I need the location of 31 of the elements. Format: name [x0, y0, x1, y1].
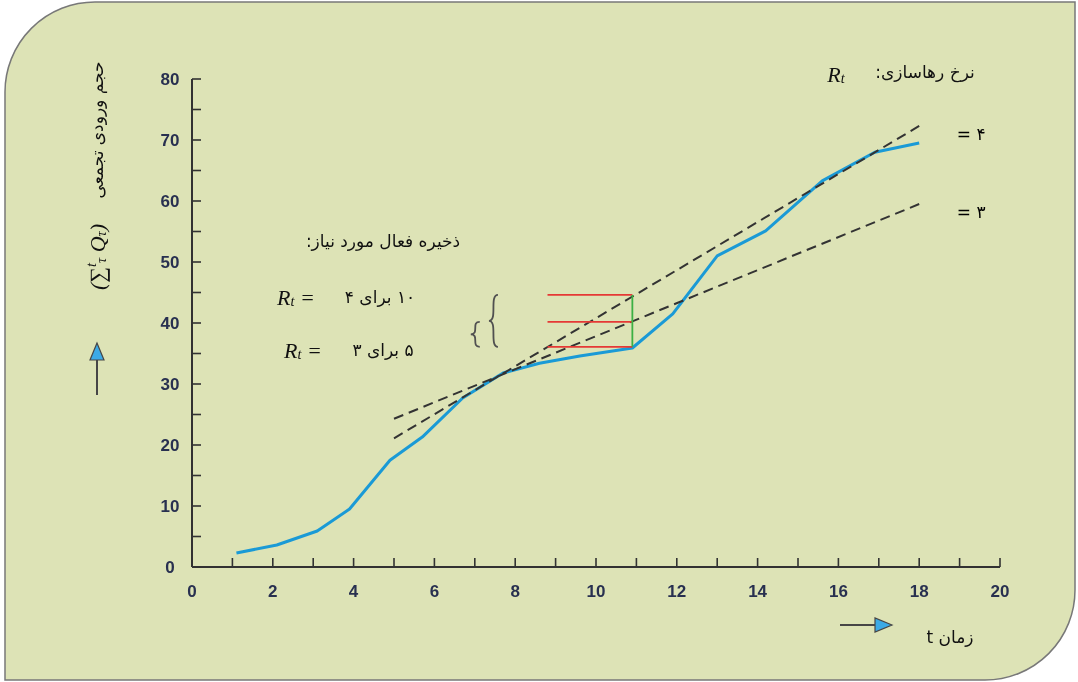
- y-tick-label: 20: [160, 435, 180, 455]
- x-tick-label: 20: [990, 581, 1010, 601]
- annotation: ۵ برای ۳: [352, 340, 414, 360]
- annotation: R$_{t}$ =: [283, 337, 322, 363]
- text: = ۴: [956, 123, 986, 144]
- annotation: R$_{t}$ =: [276, 284, 315, 310]
- y-tick-label: 10: [160, 496, 180, 516]
- y-tick-label: 70: [160, 130, 180, 150]
- x-tick-label: 8: [510, 581, 520, 601]
- annotation: R$_{t}$: [826, 61, 846, 87]
- y-tick-label: 50: [160, 252, 180, 272]
- y-tick-label: 30: [160, 374, 180, 394]
- x-tick-label: 18: [909, 581, 929, 601]
- y-tick-label: 40: [160, 313, 180, 333]
- x-axis-title: زمان t: [926, 627, 974, 647]
- annotation: ذخیره فعال مورد نیاز:: [305, 231, 461, 251]
- y-axis-title: حجم ورودی تجمعی: [87, 61, 108, 199]
- text: = ۳: [956, 202, 986, 223]
- x-tick-label: 4: [348, 581, 359, 601]
- x-tick-label: 6: [429, 581, 440, 601]
- x-tick-label: 12: [667, 581, 687, 601]
- y-tick-label: 60: [160, 191, 180, 211]
- x-tick-label: 10: [586, 581, 606, 601]
- x-tick-label: 16: [828, 581, 848, 601]
- x-tick-label: 14: [748, 581, 768, 601]
- annotation: ۱۰ برای ۴: [344, 287, 416, 307]
- y-tick-label: 80: [160, 69, 180, 89]
- annotation: نرخ رهاسازی:: [875, 62, 975, 83]
- x-tick-label: 0: [187, 581, 197, 601]
- x-tick-label: 2: [268, 581, 278, 601]
- y-tick-label: 0: [165, 557, 175, 577]
